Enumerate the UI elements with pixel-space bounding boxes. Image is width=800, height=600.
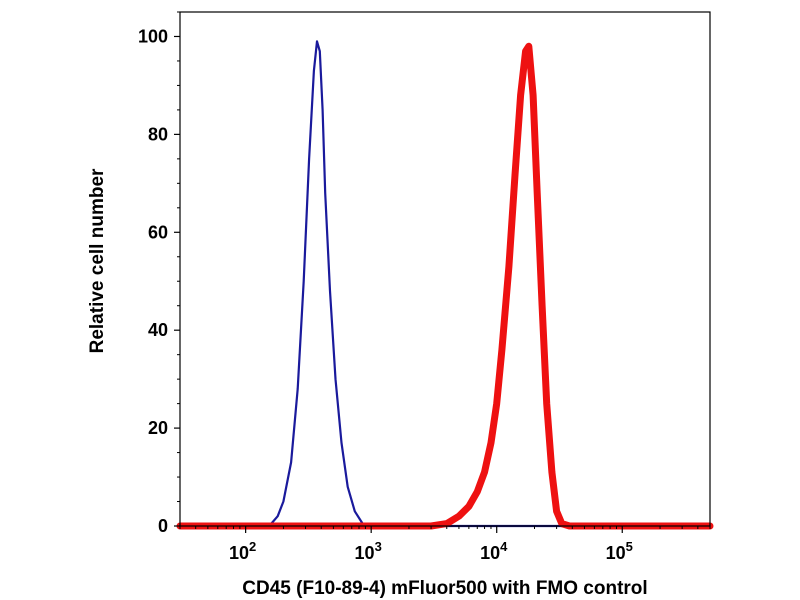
y-tick-label: 80 (148, 124, 168, 144)
y-tick-label: 100 (138, 26, 168, 46)
x-tick-label: 105 (606, 539, 633, 563)
y-tick-label: 40 (148, 320, 168, 340)
x-tick-label: 104 (480, 539, 508, 563)
y-axis-title: Relative cell number (87, 168, 108, 353)
plot-frame (179, 11, 711, 527)
labels-layer: CD45 (F10-89-4) mFluor500 with FMO contr… (87, 168, 648, 599)
x-axis-title: CD45 (F10-89-4) mFluor500 with FMO contr… (242, 578, 647, 599)
series-line-sample (176, 42, 714, 530)
x-tick-label: 103 (355, 539, 382, 563)
series-layer (176, 40, 714, 530)
y-tick-label: 20 (148, 418, 168, 438)
y-tick-label: 0 (158, 516, 168, 536)
series-line-fmo-control (178, 40, 712, 528)
y-tick-label: 60 (148, 222, 168, 242)
x-tick-label: 102 (229, 539, 256, 563)
axes-layer: 0 20 40 60 80 100 102 103 104 105 (138, 11, 711, 563)
